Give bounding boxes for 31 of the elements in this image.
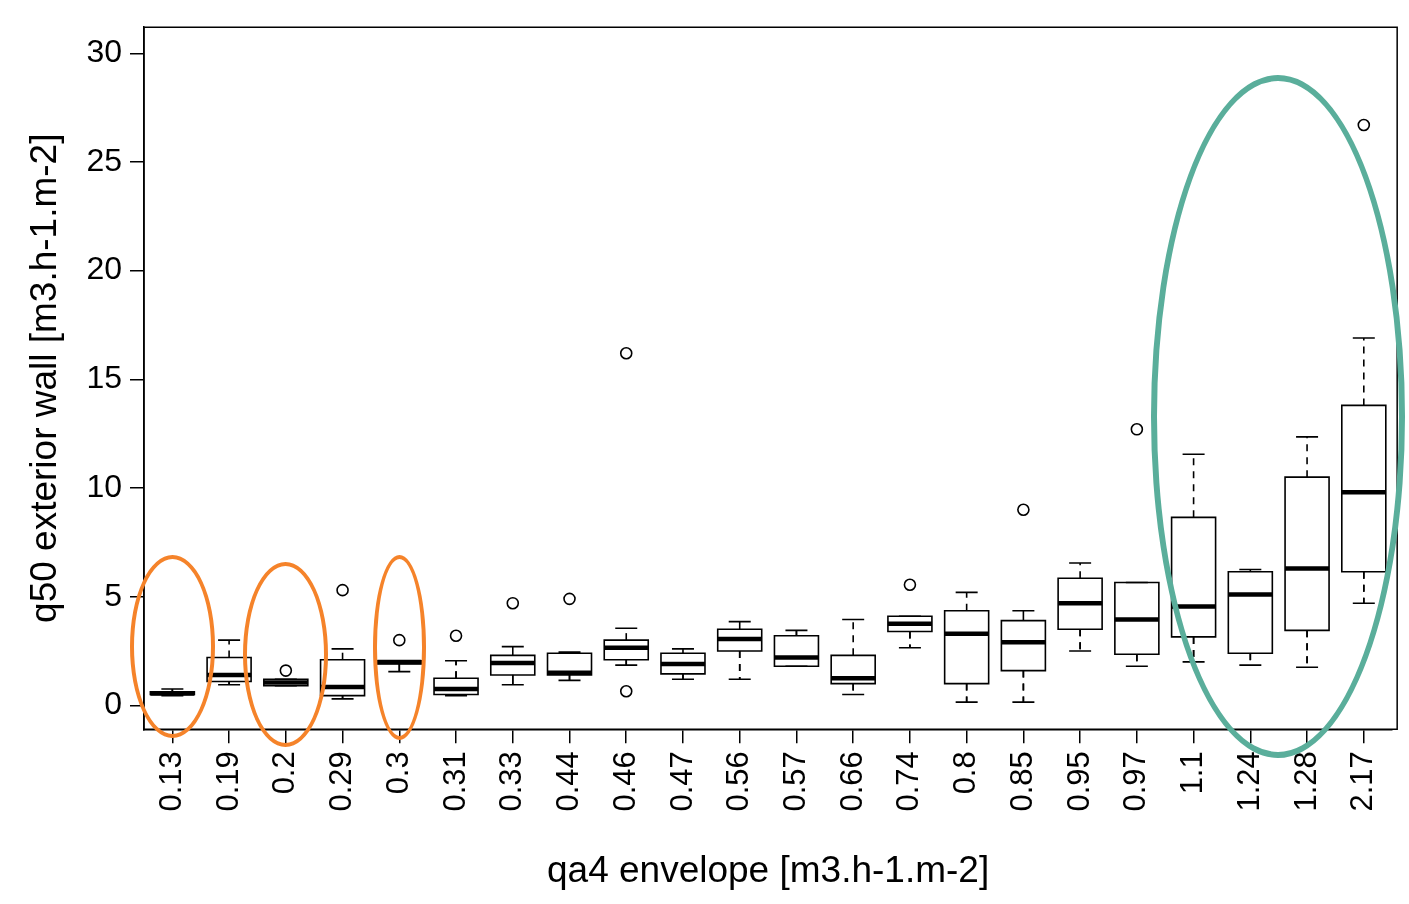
x-axis-title: qa4 envelope [m3.h-1.m-2] xyxy=(546,849,990,890)
y-axis-title: q50 exterior wall [m3.h-1.m-2] xyxy=(23,133,65,623)
x-tick-label: 0.57 xyxy=(777,751,812,812)
x-tick-label: 2.17 xyxy=(1344,751,1380,812)
y-tick-label: 5 xyxy=(104,576,122,613)
x-tick-label: 0.33 xyxy=(493,751,529,812)
x-tick-label: 0.56 xyxy=(720,751,756,812)
x-tick-label: 1.28 xyxy=(1287,751,1323,812)
y-tick-label: 10 xyxy=(86,467,122,504)
x-tick-label: 0.74 xyxy=(890,751,926,812)
x-tick-label: 0.8 xyxy=(947,751,983,795)
x-tick-label: 0.46 xyxy=(606,751,642,812)
x-tick-label: 0.19 xyxy=(209,751,245,812)
x-tick-label: 0.47 xyxy=(663,751,699,812)
y-tick-label: 25 xyxy=(86,141,122,178)
x-tick-label: 0.29 xyxy=(323,751,359,812)
x-tick-label: 1.24 xyxy=(1230,751,1266,812)
x-tick-label: 0.97 xyxy=(1117,751,1153,812)
x-tick-label: 0.3 xyxy=(379,751,415,795)
y-tick-label: 15 xyxy=(86,359,122,396)
x-tick-label: 0.85 xyxy=(1003,751,1039,812)
x-tick-label: 0.66 xyxy=(833,751,869,812)
x-tick-label: 0.31 xyxy=(436,751,472,812)
x-tick-label: 0.44 xyxy=(550,751,586,812)
x-tick-label: 1.1 xyxy=(1174,751,1210,795)
x-tick-label: 0.13 xyxy=(152,751,188,812)
y-tick-label: 30 xyxy=(86,33,122,70)
x-tick-label: 0.2 xyxy=(266,751,302,795)
y-tick-label: 0 xyxy=(104,685,122,722)
y-tick-label: 20 xyxy=(86,250,122,287)
x-tick-label: 0.95 xyxy=(1060,751,1096,812)
